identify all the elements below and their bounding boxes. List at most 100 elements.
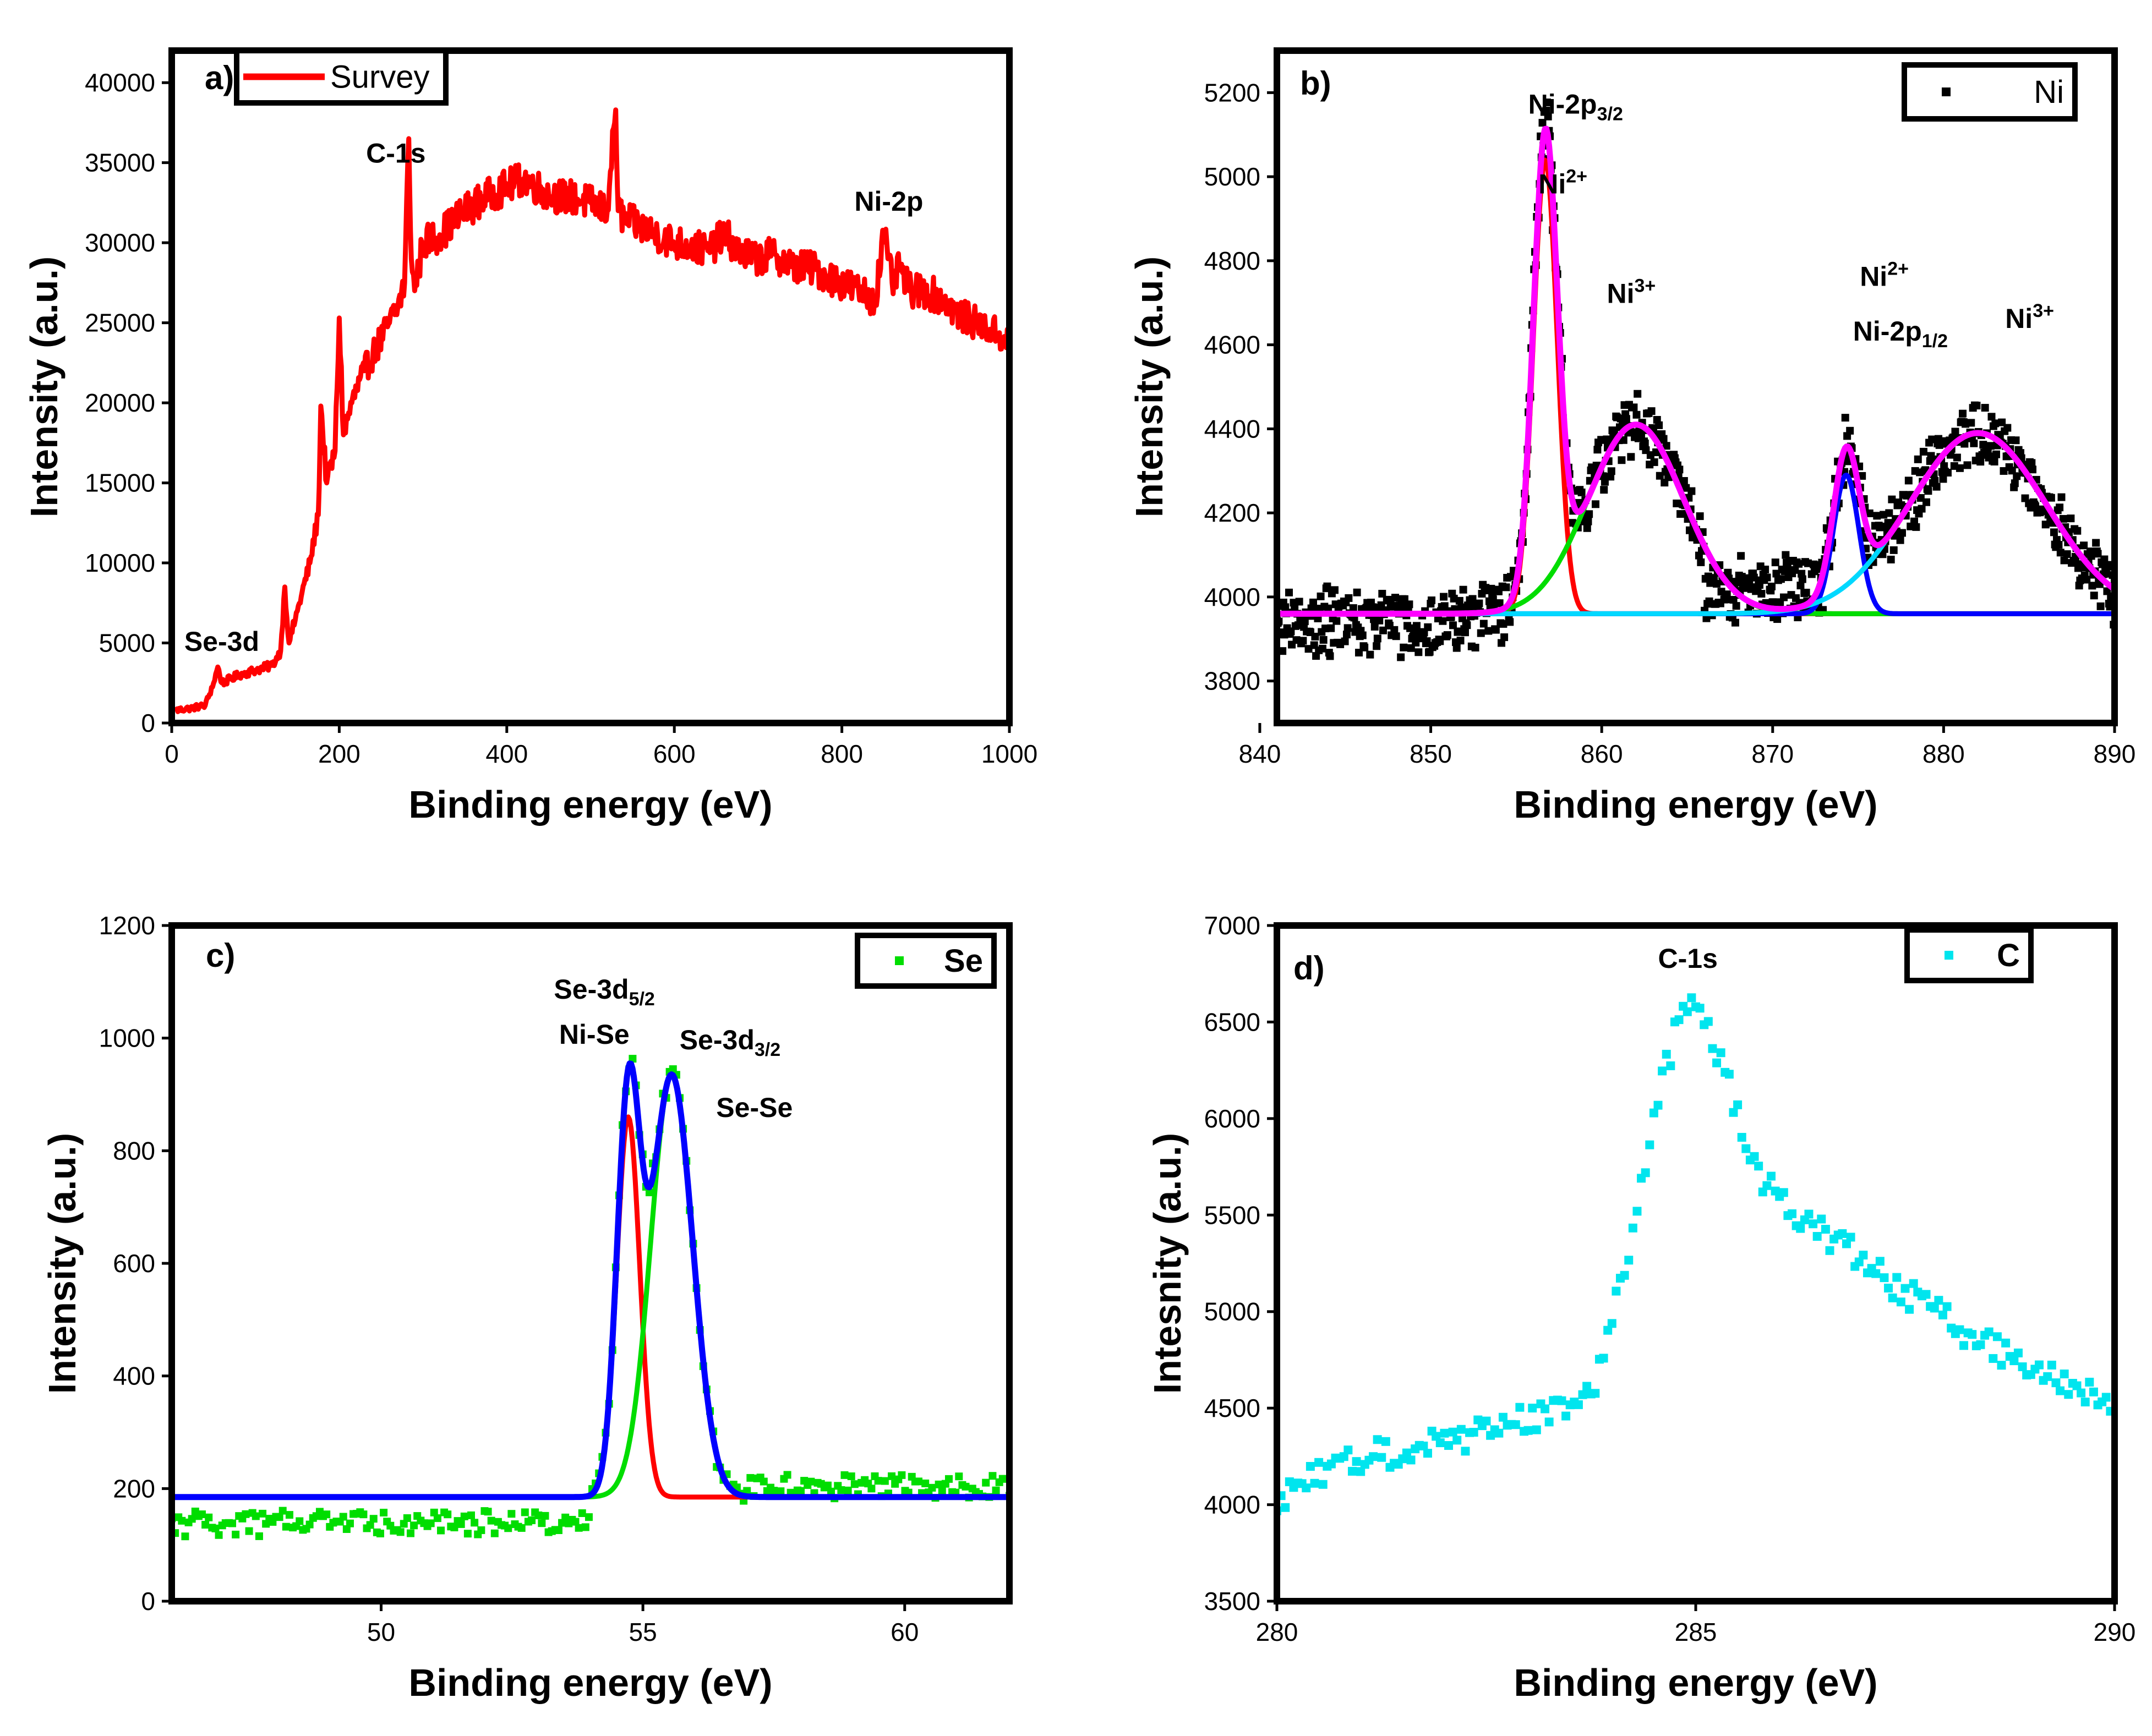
data-point (1909, 1279, 1918, 1288)
peak-annotation: Se-3d5/2 (554, 974, 654, 1010)
data-point (1846, 426, 1854, 435)
data-point (463, 1530, 472, 1538)
data-point (1343, 624, 1352, 632)
legend-label: Ni (2034, 74, 2064, 110)
data-point (1339, 1452, 1348, 1461)
plot-area (1277, 98, 2115, 661)
data-point (1723, 590, 1731, 599)
data-point (296, 1517, 304, 1525)
data-point (1281, 603, 1290, 611)
data-point (1986, 442, 1995, 450)
data-point (178, 1516, 186, 1525)
data-point (1687, 487, 1696, 495)
data-point (944, 1475, 953, 1483)
data-point (2029, 466, 2037, 474)
data-point (1366, 650, 1374, 659)
data-point (1428, 596, 1436, 605)
data-point (1649, 1108, 1658, 1118)
data-point (2009, 1356, 2019, 1366)
data-point (1324, 604, 1332, 612)
data-point (1332, 617, 1341, 625)
data-point (1511, 1420, 1520, 1430)
data-point (1443, 631, 1451, 639)
data-point (457, 1520, 465, 1528)
peak-annotation: Se-3d3/2 (680, 1025, 780, 1060)
data-point (1779, 1188, 1788, 1197)
data-point (1456, 1425, 1466, 1434)
data-point (1378, 589, 1386, 598)
data-point (346, 1519, 354, 1527)
data-point (1675, 466, 1684, 474)
x-tick-label: 600 (653, 740, 696, 768)
data-point (436, 1526, 445, 1535)
data-point (1449, 621, 1457, 629)
data-point (1904, 477, 1913, 485)
data-point (538, 1519, 546, 1527)
data-point (201, 1521, 210, 1529)
data-point (1875, 1257, 1885, 1266)
data-point (1788, 1209, 1797, 1218)
data-point (1930, 1304, 1939, 1313)
data-point (1585, 510, 1593, 518)
data-point (2051, 1378, 2061, 1388)
data-point (1841, 414, 1849, 422)
data-point (1295, 598, 1303, 606)
data-point (1379, 626, 1388, 634)
data-point (1459, 585, 1467, 594)
data-point (1309, 598, 1318, 606)
data-point (1318, 644, 1326, 653)
data-point (1647, 407, 1656, 415)
y-tick-label: 4600 (1204, 331, 1260, 359)
data-point (1885, 509, 1893, 517)
peak-annotation: Ni-2p (854, 186, 923, 217)
data-point (1370, 622, 1379, 631)
data-point (760, 1477, 768, 1486)
data-point (1796, 1224, 1805, 1233)
data-point (1968, 1330, 1977, 1339)
data-point (1892, 1273, 1902, 1282)
data-point (1632, 410, 1641, 419)
y-tick-label: 25000 (85, 309, 155, 337)
data-point (1733, 1100, 1743, 1109)
data-point (1724, 568, 1732, 577)
panel-d: 280 285 290 3500 4000 4500 5000 5500 6000 6500 700… (1146, 911, 2135, 1704)
data-point (575, 1524, 583, 1532)
data-point (1544, 112, 1552, 121)
data-point (1599, 1354, 1608, 1363)
data-point (245, 1527, 253, 1535)
data-point (1461, 1447, 1470, 1456)
data-point (1812, 1232, 1822, 1241)
y-tick-label: 3800 (1204, 667, 1260, 696)
data-point (2013, 472, 2021, 480)
data-point (517, 1524, 526, 1532)
data-point (1323, 582, 1331, 590)
plot-area (172, 1055, 1009, 1541)
data-point (2090, 592, 2098, 600)
x-axis-label: Binding energy (eV) (1514, 783, 1877, 826)
data-point (305, 1520, 314, 1529)
data-point (1319, 636, 1328, 644)
data-point (1796, 582, 1805, 590)
data-point (1804, 1209, 1814, 1219)
data-point (410, 1521, 418, 1530)
axes-frame (168, 47, 1013, 726)
fit-curve-ni2-2p3-2 (1277, 157, 2115, 616)
data-point (2011, 479, 2019, 488)
panel-label: d) (1293, 950, 1325, 987)
data-point (1766, 1171, 1776, 1181)
data-point (188, 1515, 196, 1523)
data-point (1990, 457, 1998, 466)
data-point (1414, 648, 1423, 656)
data-point (1724, 1070, 1734, 1079)
data-point (1741, 1144, 1751, 1153)
panel-label: a) (205, 59, 234, 96)
y-tick-label: 4200 (1204, 499, 1260, 527)
data-point (1301, 617, 1309, 626)
data-point (1653, 1100, 1663, 1110)
data-point (1543, 98, 1551, 107)
peak-annotation: C-1s (366, 138, 425, 169)
y-tick-label: 4800 (1204, 247, 1260, 275)
data-point (1557, 1396, 1566, 1405)
data-point (1600, 486, 1608, 494)
